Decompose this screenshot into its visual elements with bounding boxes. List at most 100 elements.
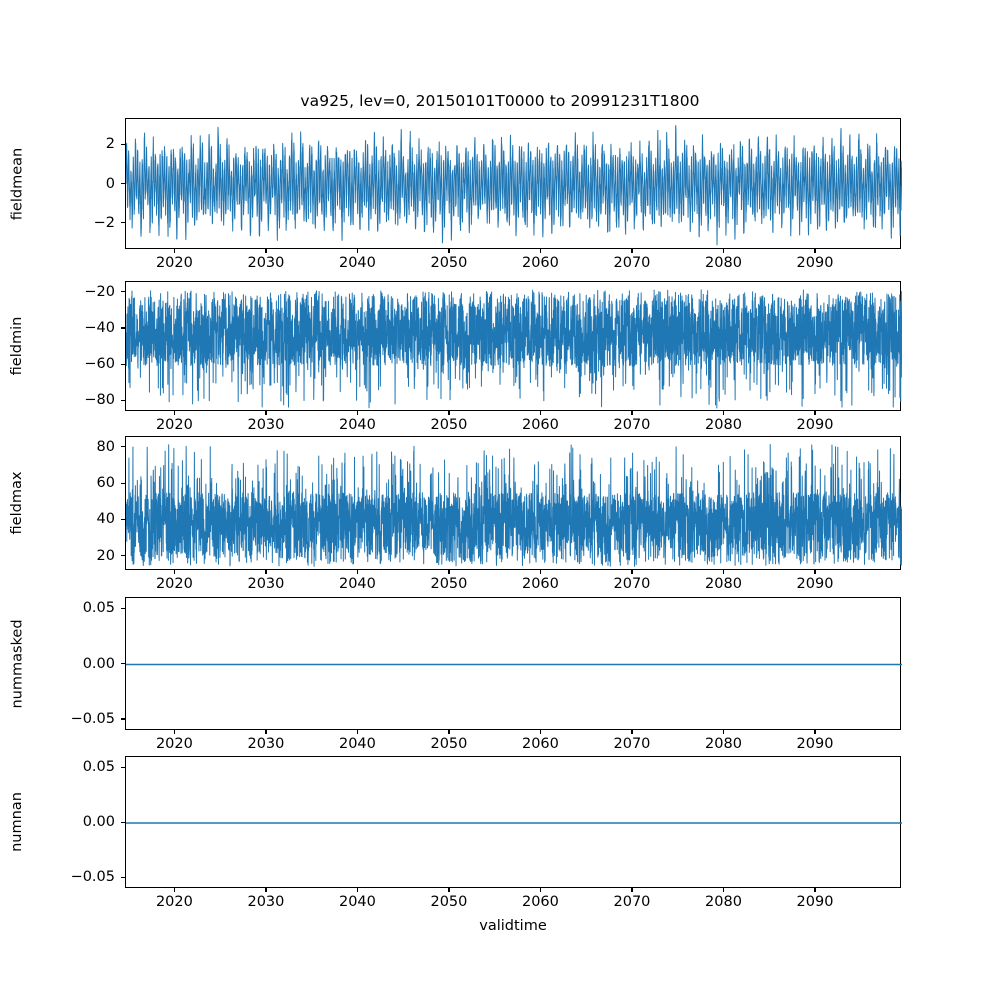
xtick-mark-fieldmean-4: [539, 249, 542, 253]
xtick-label-fieldmin-3: 2050: [430, 417, 468, 433]
ytick-mark-fieldmean-0: [121, 222, 125, 224]
xtick-mark-fieldmax-4: [539, 570, 542, 574]
xtick-label-numnan-3: 2050: [430, 894, 468, 910]
xtick-mark-nummasked-3: [448, 730, 450, 734]
series-plot-nummasked: [126, 598, 902, 731]
xtick-label-fieldmax-1: 2030: [247, 576, 285, 592]
ytick-mark-fieldmax-0: [121, 555, 125, 557]
xtick-mark-numnan-1: [265, 888, 267, 892]
ytick-label-fieldmin-0: −80: [84, 392, 115, 409]
xtick-label-nummasked-0: 2020: [155, 736, 193, 752]
xtick-label-fieldmean-6: 2080: [705, 255, 742, 271]
xtick-mark-fieldmin-3: [448, 411, 450, 415]
xtick-mark-fieldmax-1: [265, 570, 267, 574]
series-plot-numnan: [126, 757, 902, 889]
xtick-label-fieldmin-2: 2040: [338, 417, 376, 433]
xtick-mark-numnan-7: [814, 888, 816, 892]
xtick-mark-fieldmax-0: [173, 570, 175, 574]
ytick-mark-fieldmax-2: [121, 482, 125, 484]
xtick-label-fieldmax-0: 2020: [155, 576, 193, 592]
xtick-label-nummasked-3: 2050: [430, 736, 468, 752]
ytick-label-nummasked-0: −0.05: [70, 710, 115, 727]
series-plot-fieldmax: [126, 437, 902, 571]
ytick-mark-numnan-2: [121, 766, 125, 768]
ytick-mark-nummasked-2: [121, 607, 125, 609]
ytick-label-numnan-0: −0.05: [70, 869, 115, 885]
ytick-label-fieldmax-0: 20: [96, 547, 115, 564]
ytick-label-fieldmax-3: 80: [96, 438, 115, 455]
xtick-label-fieldmean-1: 2030: [247, 255, 285, 271]
ytick-label-fieldmax-2: 60: [96, 475, 115, 492]
xtick-mark-fieldmean-5: [631, 249, 633, 253]
xtick-mark-fieldmin-1: [265, 411, 267, 415]
xtick-label-fieldmin-7: 2090: [796, 417, 834, 433]
xtick-label-fieldmean-7: 2090: [796, 255, 834, 271]
subplot-fieldmin: [125, 281, 902, 412]
xtick-mark-fieldmin-7: [814, 411, 816, 415]
xtick-mark-fieldmean-2: [356, 249, 359, 253]
xtick-label-fieldmin-0: 2020: [155, 417, 193, 433]
ytick-label-fieldmin-2: −40: [84, 319, 115, 336]
ytick-mark-numnan-1: [121, 821, 125, 823]
series-plot-fieldmean: [126, 119, 902, 250]
xtick-label-fieldmin-4: 2060: [521, 417, 559, 433]
xtick-mark-fieldmin-2: [356, 411, 359, 415]
xtick-label-numnan-4: 2060: [521, 894, 559, 910]
ytick-mark-nummasked-1: [121, 663, 125, 665]
ytick-mark-fieldmin-3: [121, 291, 125, 293]
ytick-mark-fieldmean-2: [121, 143, 125, 145]
ytick-label-fieldmin-1: −60: [84, 356, 115, 373]
xtick-mark-numnan-2: [356, 888, 359, 892]
ytick-mark-fieldmean-1: [121, 183, 125, 185]
ytick-mark-nummasked-0: [121, 718, 125, 720]
xtick-mark-nummasked-6: [722, 730, 725, 734]
xtick-label-nummasked-7: 2090: [796, 736, 834, 752]
ytick-label-fieldmax-1: 40: [96, 511, 115, 528]
xtick-mark-numnan-4: [539, 888, 542, 892]
xtick-label-numnan-5: 2070: [613, 894, 651, 910]
xtick-mark-fieldmax-2: [356, 570, 359, 574]
subplot-numnan: [125, 756, 902, 889]
subplot-nummasked: [125, 597, 902, 731]
xtick-mark-fieldmean-1: [265, 249, 267, 253]
xlabel-validtime: validtime: [479, 918, 547, 934]
xtick-mark-numnan-0: [173, 888, 175, 892]
xtick-label-nummasked-2: 2040: [338, 736, 376, 752]
ytick-label-fieldmin-3: −20: [84, 283, 115, 300]
xtick-label-nummasked-1: 2030: [247, 736, 285, 752]
xtick-mark-nummasked-7: [814, 730, 816, 734]
xtick-mark-fieldmin-4: [539, 411, 542, 415]
ytick-label-nummasked-1: 0.00: [82, 655, 115, 672]
xtick-label-fieldmean-0: 2020: [155, 255, 193, 271]
xtick-mark-fieldmin-0: [173, 411, 175, 415]
xtick-label-fieldmean-4: 2060: [521, 255, 559, 271]
xtick-mark-fieldmin-6: [722, 411, 725, 415]
xtick-label-numnan-0: 2020: [155, 894, 193, 910]
xtick-mark-nummasked-2: [356, 730, 359, 734]
ytick-label-numnan-1: 0.00: [82, 814, 115, 830]
xtick-label-fieldmin-5: 2070: [613, 417, 651, 433]
xtick-label-fieldmean-3: 2050: [430, 255, 468, 271]
xtick-label-fieldmean-5: 2070: [613, 255, 651, 271]
figure-title: va925, lev=0, 20150101T0000 to 20991231T…: [300, 92, 700, 110]
xtick-mark-fieldmax-3: [448, 570, 450, 574]
ytick-mark-fieldmin-1: [121, 363, 125, 365]
xtick-mark-fieldmax-6: [722, 570, 725, 574]
xtick-label-numnan-7: 2090: [796, 894, 834, 910]
xtick-label-fieldmax-3: 2050: [430, 576, 468, 592]
xtick-mark-numnan-3: [448, 888, 450, 892]
xtick-mark-fieldmin-5: [631, 411, 633, 415]
xtick-mark-nummasked-1: [265, 730, 267, 734]
xtick-label-fieldmax-4: 2060: [521, 576, 559, 592]
xtick-mark-nummasked-0: [173, 730, 175, 734]
xtick-mark-fieldmax-7: [814, 570, 816, 574]
xtick-label-fieldmax-7: 2090: [796, 576, 834, 592]
xtick-mark-fieldmean-3: [448, 249, 450, 253]
xtick-label-fieldmax-5: 2070: [613, 576, 651, 592]
xtick-label-fieldmin-1: 2030: [247, 417, 285, 433]
ytick-label-fieldmean-2: 2: [105, 136, 115, 153]
ytick-mark-fieldmax-1: [121, 518, 125, 520]
xtick-mark-fieldmax-5: [631, 570, 633, 574]
ylabel-numnan: numnan: [9, 792, 25, 852]
